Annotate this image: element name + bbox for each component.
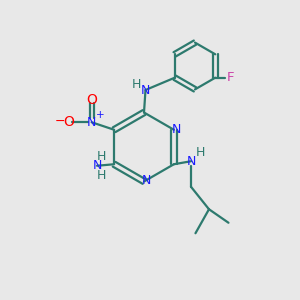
Text: N: N	[141, 83, 150, 97]
Text: +: +	[96, 110, 105, 120]
Text: H: H	[196, 146, 206, 159]
Text: N: N	[92, 159, 102, 172]
Text: O: O	[63, 115, 74, 129]
Text: N: N	[142, 173, 151, 187]
Text: F: F	[227, 71, 235, 84]
Text: O: O	[86, 93, 97, 107]
Text: N: N	[172, 123, 181, 136]
Text: H: H	[132, 78, 141, 91]
Text: N: N	[186, 155, 196, 168]
Text: H: H	[97, 169, 106, 182]
Text: −: −	[55, 115, 65, 128]
Text: N: N	[87, 116, 96, 129]
Text: H: H	[97, 150, 106, 163]
